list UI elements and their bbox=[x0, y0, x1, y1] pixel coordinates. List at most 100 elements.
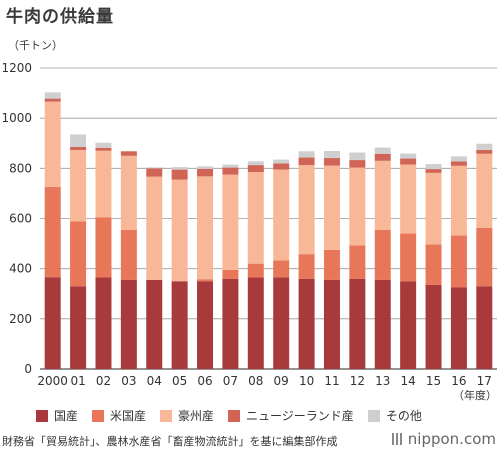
bar-segment bbox=[400, 164, 417, 234]
legend-swatch bbox=[228, 409, 241, 422]
bar-segment bbox=[70, 150, 87, 222]
bar-segment bbox=[400, 158, 417, 165]
bar-segment bbox=[120, 229, 137, 280]
x-tick-label: 11 bbox=[324, 374, 339, 388]
x-tick-label: 16 bbox=[451, 374, 466, 388]
bar-segment bbox=[70, 221, 87, 287]
legend-label: その他 bbox=[385, 409, 422, 423]
bar-segment bbox=[95, 147, 112, 151]
bar-segment bbox=[425, 164, 442, 170]
bar-segment bbox=[476, 227, 493, 287]
bar-segment bbox=[298, 151, 315, 158]
bar-segment bbox=[323, 151, 340, 159]
bar-segment bbox=[44, 92, 61, 99]
y-tick-label: 1000 bbox=[1, 111, 32, 125]
bar-segment bbox=[450, 161, 467, 166]
bar-segment bbox=[120, 155, 137, 230]
x-tick-label: 03 bbox=[121, 374, 136, 388]
x-tick-label: 05 bbox=[172, 374, 187, 388]
nippon-logo: nippon.com bbox=[391, 430, 496, 448]
bar-segment bbox=[298, 157, 315, 166]
logo-text: nippon.com bbox=[407, 430, 496, 448]
bar-segment bbox=[349, 278, 366, 369]
bar-segment bbox=[323, 165, 340, 250]
bar-segment bbox=[70, 134, 87, 148]
bar-segment bbox=[95, 217, 112, 278]
bar-segment bbox=[146, 167, 163, 169]
bar-segment bbox=[171, 179, 188, 282]
bar-segment bbox=[247, 263, 264, 278]
bar-segment bbox=[171, 169, 188, 180]
bar-segment bbox=[374, 229, 391, 280]
bar-segment bbox=[120, 279, 137, 369]
logo-icon bbox=[391, 433, 404, 445]
bar-segment bbox=[425, 244, 442, 285]
bar-segment bbox=[323, 249, 340, 280]
bar-segment bbox=[146, 279, 163, 369]
y-tick-label: 200 bbox=[9, 312, 32, 326]
legend-item-us: 米国産 bbox=[92, 407, 146, 424]
x-tick-label: 01 bbox=[70, 374, 85, 388]
bar-segment bbox=[349, 152, 366, 161]
bar-segment bbox=[222, 164, 239, 168]
bar-segment bbox=[476, 143, 493, 151]
x-tick-label: 14 bbox=[400, 374, 415, 388]
bar-segment bbox=[349, 245, 366, 279]
legend-swatch bbox=[160, 409, 173, 422]
bar-segment bbox=[450, 235, 467, 288]
bar-segment bbox=[146, 176, 163, 280]
bar-segment bbox=[450, 156, 467, 162]
bar-segment bbox=[273, 277, 290, 369]
bar-segment bbox=[374, 279, 391, 369]
bar-segment bbox=[247, 172, 264, 264]
bar-segment bbox=[400, 153, 417, 159]
chart-title: 牛肉の供給量 bbox=[6, 7, 114, 27]
y-tick-label: 1200 bbox=[1, 61, 32, 75]
bar-segment bbox=[197, 166, 214, 169]
legend-item-domestic: 国産 bbox=[36, 407, 78, 424]
x-tick-label: 02 bbox=[96, 374, 111, 388]
x-tick-label: 06 bbox=[197, 374, 212, 388]
bar-segment bbox=[222, 167, 239, 175]
bar-segment bbox=[349, 160, 366, 168]
legend-item-new-zealand: ニュージーランド産 bbox=[228, 407, 354, 424]
legend-label: 米国産 bbox=[110, 409, 147, 423]
bar-segment bbox=[298, 165, 315, 255]
x-tick-label: 04 bbox=[147, 374, 162, 388]
stacked-bar-chart: 0 200 400 600 800 1000 1200 2000 01 02 03 04 05 06 07 0… bbox=[1, 61, 497, 402]
bar-segment bbox=[44, 98, 61, 102]
legend-label: ニュージーランド産 bbox=[246, 409, 354, 423]
x-tick-label: 07 bbox=[223, 374, 238, 388]
legend: 国産 米国産 豪州産 ニュージーランド産 その他 bbox=[36, 407, 436, 424]
bar-segment bbox=[273, 260, 290, 278]
bar-segment bbox=[374, 160, 391, 230]
legend-swatch bbox=[36, 409, 48, 422]
bar-segment bbox=[400, 281, 417, 369]
y-tick-label: 600 bbox=[9, 212, 32, 226]
x-tick-label: 10 bbox=[299, 374, 314, 388]
bar-segment bbox=[425, 169, 442, 173]
y-axis-unit-label: （千トン） bbox=[8, 39, 63, 52]
bar-segment bbox=[476, 150, 493, 154]
bar-segment bbox=[95, 150, 112, 218]
bar-segment bbox=[425, 284, 442, 369]
bar-segment bbox=[273, 159, 290, 164]
bar-segment bbox=[323, 279, 340, 369]
bar-segment bbox=[44, 101, 61, 187]
bar-segment bbox=[95, 277, 112, 369]
bar-segment bbox=[44, 277, 61, 369]
bar-segment bbox=[197, 168, 214, 177]
x-tick-label: 08 bbox=[248, 374, 263, 388]
bar-segment bbox=[197, 176, 214, 280]
bar-segment bbox=[298, 278, 315, 369]
x-tick-label: 13 bbox=[375, 374, 390, 388]
bar-segment bbox=[222, 278, 239, 369]
bar-segment bbox=[197, 281, 214, 369]
x-tick-label: 2000 bbox=[37, 374, 68, 388]
bar-segment bbox=[450, 287, 467, 369]
x-tick-label: 15 bbox=[426, 374, 441, 388]
bar-segment bbox=[374, 153, 391, 161]
bar-segment bbox=[476, 153, 493, 228]
y-tick-label: 0 bbox=[24, 362, 32, 376]
legend-label: 国産 bbox=[54, 409, 79, 423]
